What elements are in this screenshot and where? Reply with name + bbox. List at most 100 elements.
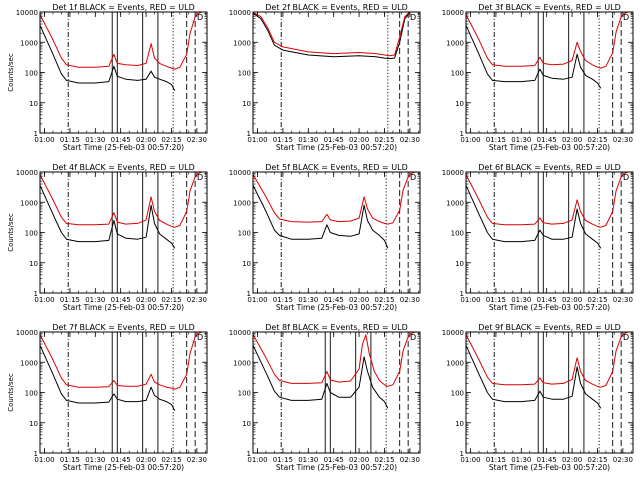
x-tick-label: 01:30 (511, 456, 531, 464)
detector-plot-8: Det 8f BLACK = Events, RED = ULD 1 10 100 10… (229, 323, 421, 472)
x-tick-label: 01:00 (34, 296, 54, 304)
plot-frame (465, 171, 634, 294)
y-tick-label: 100 (451, 390, 464, 398)
x-tick-label: 01:00 (460, 136, 480, 144)
y-tick-label: 10 (455, 100, 464, 108)
series-uld-line (466, 12, 629, 69)
plot-frame (39, 11, 208, 134)
y-tick-label: 1000 (446, 39, 464, 47)
series-uld-line (466, 332, 629, 388)
x-tick-label: 01:45 (111, 136, 131, 144)
x-tick-label: 01:00 (247, 296, 267, 304)
detector-plot-2: Det 2f BLACK = Events, RED = ULD 1 10 100 10… (229, 3, 421, 152)
y-axis-label: Counts/sec (7, 213, 15, 252)
x-tick-label: 01:15 (60, 136, 80, 144)
plot-frame (465, 11, 634, 134)
x-tick-label: 01:45 (537, 456, 557, 464)
corner-label: D (623, 333, 629, 342)
plot-title: Det 2f BLACK = Events, RED = ULD (265, 3, 408, 12)
y-tick-label: 1000 (20, 39, 38, 47)
x-tick-label: 02:15 (587, 296, 607, 304)
x-tick-label: 02:15 (161, 136, 181, 144)
y-tick-label: 1 (460, 130, 464, 138)
y-tick-label: 100 (25, 390, 38, 398)
x-tick-label: 01:15 (60, 296, 80, 304)
corner-label: D (410, 173, 416, 182)
corner-label: D (410, 333, 416, 342)
y-tick-label: 100 (238, 70, 251, 78)
y-tick-label: 10 (455, 420, 464, 428)
x-axis-label: Start Time (25-Feb-03 00:57:20) (276, 463, 397, 472)
y-tick-label: 1 (34, 130, 38, 138)
x-tick-label: 01:15 (486, 136, 506, 144)
x-tick-label: 01:30 (511, 136, 531, 144)
plot-title: Det 6f BLACK = Events, RED = ULD (478, 163, 621, 172)
y-tick-label: 100 (25, 70, 38, 78)
x-tick-label: 01:45 (324, 296, 344, 304)
x-tick-label: 01:30 (85, 456, 105, 464)
x-tick-label: 02:15 (374, 136, 394, 144)
y-tick-label: 1000 (446, 359, 464, 367)
series-events-line (466, 24, 602, 89)
series-uld-line (253, 332, 416, 387)
corner-label: D (197, 13, 203, 22)
plot-title: Det 3f BLACK = Events, RED = ULD (478, 3, 621, 12)
plot-frame (252, 171, 421, 294)
x-tick-label: 02:00 (562, 456, 582, 464)
y-tick-label: 1 (460, 290, 464, 298)
y-axis-label: Counts/sec (7, 373, 15, 412)
x-tick-label: 01:45 (324, 136, 344, 144)
x-tick-label: 01:30 (298, 136, 318, 144)
y-tick-label: 1000 (233, 359, 251, 367)
y-tick-label: 1000 (233, 39, 251, 47)
x-tick-label: 02:30 (187, 456, 207, 464)
series-uld-line (253, 172, 416, 225)
x-tick-label: 02:15 (587, 136, 607, 144)
series-events-line (253, 12, 411, 59)
plot-title: Det 9f BLACK = Events, RED = ULD (478, 323, 621, 332)
y-tick-label: 100 (25, 230, 38, 238)
y-tick-label: 1 (34, 290, 38, 298)
series-events-line (253, 344, 389, 409)
x-tick-label: 01:45 (111, 456, 131, 464)
x-tick-label: 01:30 (298, 456, 318, 464)
x-axis-label: Start Time (25-Feb-03 00:57:20) (489, 143, 610, 152)
series-events-line (40, 344, 176, 411)
x-tick-label: 02:15 (374, 296, 394, 304)
x-tick-label: 02:30 (613, 456, 633, 464)
y-tick-label: 10000 (16, 329, 38, 337)
plot-frame (39, 331, 208, 454)
plot-title: Det 5f BLACK = Events, RED = ULD (265, 163, 408, 172)
x-tick-label: 01:00 (34, 456, 54, 464)
x-tick-label: 01:30 (85, 136, 105, 144)
series-uld-line (466, 172, 629, 228)
x-tick-label: 02:30 (187, 136, 207, 144)
x-axis-label: Start Time (25-Feb-03 00:57:20) (489, 303, 610, 312)
y-tick-label: 10000 (229, 329, 251, 337)
y-tick-label: 1 (34, 450, 38, 458)
series-uld-line (40, 172, 203, 228)
x-tick-label: 01:00 (460, 456, 480, 464)
y-tick-label: 1 (247, 290, 251, 298)
series-events-line (466, 184, 602, 249)
x-tick-label: 02:00 (136, 456, 156, 464)
x-tick-label: 01:30 (298, 296, 318, 304)
x-tick-label: 02:30 (613, 296, 633, 304)
corner-label: D (623, 13, 629, 22)
series-uld-line (253, 12, 411, 57)
x-tick-label: 02:00 (136, 296, 156, 304)
series-events-line (253, 184, 389, 249)
y-tick-label: 100 (238, 390, 251, 398)
y-tick-label: 10 (29, 260, 38, 268)
series-uld-line (40, 12, 203, 70)
y-tick-label: 10000 (16, 169, 38, 177)
x-tick-label: 02:00 (349, 136, 369, 144)
y-tick-label: 1000 (20, 359, 38, 367)
y-tick-label: 10 (29, 420, 38, 428)
plot-frame (252, 331, 421, 454)
corner-label: D (410, 13, 416, 22)
x-tick-label: 02:30 (400, 136, 420, 144)
y-tick-label: 100 (451, 230, 464, 238)
x-tick-label: 01:00 (247, 456, 267, 464)
